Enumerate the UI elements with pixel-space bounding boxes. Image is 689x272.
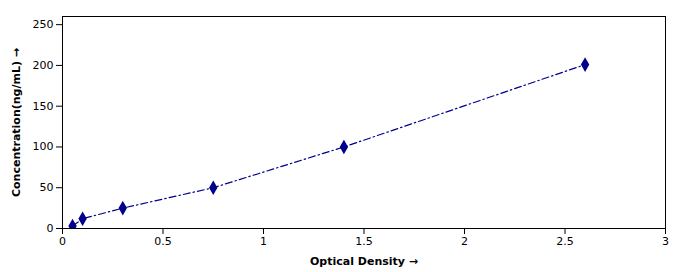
svg-text:0: 0: [47, 222, 54, 235]
svg-text:0.5: 0.5: [154, 235, 172, 248]
svg-text:Concentration(ng/mL) →: Concentration(ng/mL) →: [10, 48, 23, 197]
svg-text:Optical Density →: Optical Density →: [310, 255, 418, 268]
svg-text:1: 1: [260, 235, 267, 248]
svg-text:3: 3: [662, 235, 669, 248]
svg-text:0: 0: [59, 235, 66, 248]
svg-text:150: 150: [33, 100, 54, 113]
svg-text:2.5: 2.5: [556, 235, 574, 248]
svg-text:50: 50: [40, 181, 54, 194]
svg-text:200: 200: [33, 59, 54, 72]
svg-text:2: 2: [461, 235, 468, 248]
svg-text:1.5: 1.5: [355, 235, 373, 248]
svg-text:100: 100: [33, 140, 54, 153]
svg-text:250: 250: [33, 18, 54, 31]
